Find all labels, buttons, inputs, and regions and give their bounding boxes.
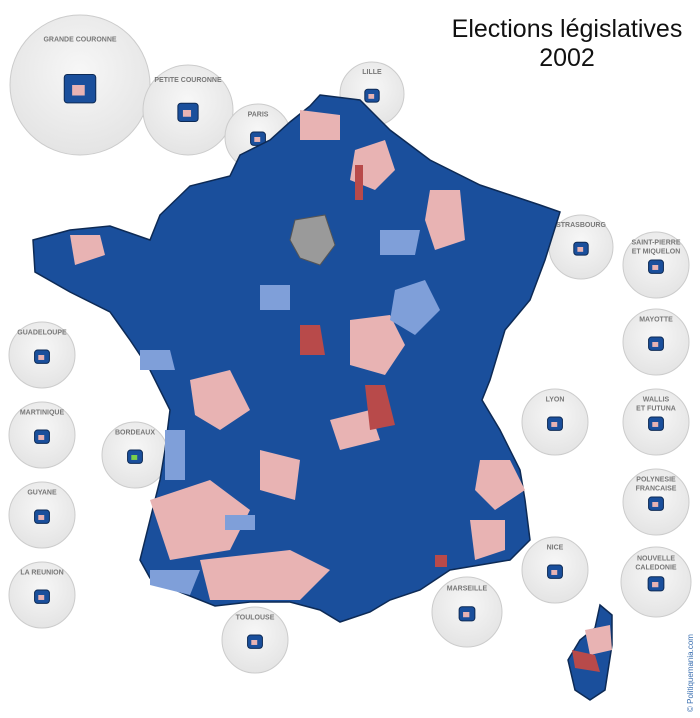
inset-shape-part bbox=[254, 137, 261, 142]
france-map bbox=[32, 94, 613, 701]
inset-shape-part bbox=[131, 455, 138, 460]
inset-label: POLYNESIE bbox=[636, 477, 676, 484]
inset-label: TOULOUSE bbox=[236, 615, 275, 622]
inset-label: SAINT-PIERRE bbox=[631, 240, 680, 247]
inset-label: PARIS bbox=[248, 112, 269, 119]
inset-shape-part bbox=[182, 110, 192, 117]
inset-shape-part bbox=[652, 265, 659, 270]
inset-label: STRASBOURG bbox=[556, 222, 606, 229]
inset-label: GRANDE COURONNE bbox=[43, 37, 116, 44]
inset-label: MARTINIQUE bbox=[20, 410, 65, 417]
pink-areas bbox=[70, 110, 525, 600]
inset-shape-part bbox=[38, 355, 45, 360]
inset-shape-part bbox=[368, 94, 375, 99]
inset-label: NICE bbox=[547, 545, 564, 552]
inset-label: MAYOTTE bbox=[639, 317, 673, 324]
title-line-1: Elections législatives bbox=[452, 15, 683, 43]
inset-label: WALLIS bbox=[643, 397, 670, 404]
inset-shape-part bbox=[652, 422, 659, 427]
inset-label: FRANCAISE bbox=[636, 486, 677, 493]
inset-shape-part bbox=[38, 435, 45, 440]
corsica-pink bbox=[585, 625, 612, 655]
inset-shape-part bbox=[652, 342, 659, 347]
inset-label: LILLE bbox=[362, 69, 382, 76]
inset-label: GUADELOUPE bbox=[17, 330, 67, 337]
inset-shape-part bbox=[251, 640, 258, 645]
credit: © Politiquemania.com bbox=[686, 634, 695, 712]
inset-shape-part bbox=[551, 570, 558, 575]
inset-shape-part bbox=[551, 422, 558, 427]
red-areas bbox=[300, 165, 447, 567]
inset-label: MARSEILLE bbox=[447, 585, 488, 592]
inset-shape-part bbox=[38, 515, 45, 520]
inset-label: BORDEAUX bbox=[115, 430, 155, 437]
inset-label: ET MIQUELON bbox=[632, 249, 681, 256]
inset-shape-part bbox=[463, 612, 470, 618]
inset-label: PETITE COURONNE bbox=[154, 77, 222, 84]
inset-shape-part bbox=[38, 595, 45, 600]
inset-label: ET FUTUNA bbox=[636, 406, 676, 413]
corsica-red bbox=[572, 650, 600, 672]
paris-region bbox=[289, 214, 336, 266]
inset-shape-part bbox=[577, 247, 584, 252]
inset-label: LYON bbox=[546, 397, 565, 404]
inset-label: GUYANE bbox=[27, 490, 57, 497]
inset-label: NOUVELLE bbox=[637, 555, 675, 562]
inset-shape-part bbox=[72, 85, 85, 96]
inset-shape-part bbox=[652, 582, 659, 588]
light-blue-areas bbox=[140, 230, 440, 595]
title-line-2: 2002 bbox=[539, 44, 595, 72]
inset-label: LA REUNION bbox=[20, 570, 63, 577]
inset-shape-part bbox=[652, 502, 659, 507]
inset-label: CALEDONIE bbox=[635, 564, 677, 571]
